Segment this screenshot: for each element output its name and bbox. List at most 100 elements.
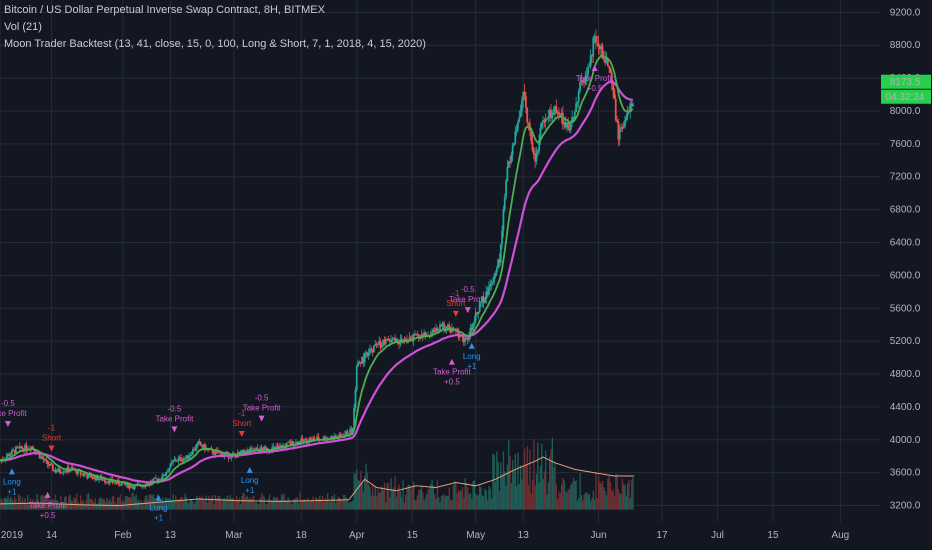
signal-label: Take Profit bbox=[0, 409, 28, 418]
volume-bar bbox=[443, 494, 445, 510]
volume-bar bbox=[8, 499, 10, 510]
volume-bar bbox=[35, 500, 37, 510]
volume-bar bbox=[317, 498, 320, 510]
volume-bar bbox=[373, 495, 375, 510]
volume-bar bbox=[227, 498, 230, 510]
volume-bar bbox=[187, 502, 189, 510]
candle-body bbox=[585, 75, 588, 78]
volume-bar bbox=[398, 484, 400, 510]
volume-bar bbox=[165, 497, 168, 510]
volume-bar bbox=[288, 499, 291, 510]
strategy-label[interactable]: Moon Trader Backtest (13, 41, close, 15,… bbox=[4, 38, 426, 50]
candle-body bbox=[588, 66, 591, 68]
volume-bar bbox=[144, 495, 147, 510]
volume-bar bbox=[152, 494, 154, 510]
signal-label: Take Profit bbox=[433, 368, 472, 377]
x-tick-label: Jul bbox=[711, 530, 724, 541]
candle-body bbox=[490, 283, 493, 285]
signal-marker: Take Profit-0.5 bbox=[243, 394, 281, 422]
candle-body bbox=[94, 476, 97, 481]
volume-bar bbox=[395, 496, 398, 510]
candle-body bbox=[164, 474, 167, 477]
volume-bar bbox=[387, 483, 390, 510]
candle-body bbox=[572, 117, 575, 120]
volume-bar bbox=[247, 498, 250, 510]
candle-body bbox=[563, 122, 566, 125]
candle-body bbox=[491, 281, 494, 284]
volume-bar bbox=[386, 482, 388, 510]
volume-bar bbox=[224, 498, 226, 510]
candle-body bbox=[584, 77, 587, 84]
candle-body bbox=[552, 112, 555, 115]
candle-body bbox=[305, 438, 308, 444]
candle-body bbox=[61, 472, 64, 474]
candle-body bbox=[87, 474, 90, 479]
volume-bar bbox=[255, 502, 258, 510]
candle-body bbox=[140, 485, 143, 487]
volume-bar bbox=[410, 488, 412, 510]
volume-bar bbox=[586, 492, 588, 510]
volume-bar bbox=[155, 498, 157, 510]
candle-body bbox=[515, 129, 518, 132]
volume-bar bbox=[31, 501, 33, 510]
volume-bar bbox=[459, 491, 461, 510]
candle-body bbox=[456, 331, 459, 333]
volume-bar bbox=[512, 460, 514, 510]
volume-bar bbox=[358, 480, 361, 510]
volume-bar bbox=[430, 483, 432, 510]
volume-bar bbox=[405, 495, 407, 510]
signal-value: +1 bbox=[245, 486, 255, 495]
volume-bar bbox=[431, 479, 433, 510]
volume-bar bbox=[214, 495, 217, 510]
volume-bar bbox=[185, 497, 188, 510]
candle-body bbox=[252, 448, 255, 451]
candle-body bbox=[12, 449, 15, 451]
volume-indicator-label[interactable]: Vol (21) bbox=[4, 21, 42, 33]
volume-bar bbox=[365, 463, 367, 510]
candle-body bbox=[120, 483, 123, 486]
candle-body bbox=[273, 446, 276, 448]
volume-bar bbox=[588, 493, 591, 510]
y-tick-label: 7600.0 bbox=[890, 139, 921, 150]
candle-body bbox=[622, 126, 625, 128]
volume-bar bbox=[68, 496, 70, 510]
signal-label: Long bbox=[150, 504, 168, 513]
volume-bar bbox=[496, 451, 498, 510]
volume-bar bbox=[241, 495, 243, 510]
candle-body bbox=[577, 90, 580, 102]
volume-bar bbox=[148, 494, 151, 510]
volume-bar bbox=[282, 495, 284, 510]
volume-bar bbox=[541, 443, 543, 510]
candle-body bbox=[453, 330, 456, 331]
symbol-title[interactable]: Bitcoin / US Dollar Perpetual Inverse Sw… bbox=[4, 4, 325, 16]
candle-body bbox=[55, 471, 58, 473]
volume-bar bbox=[510, 483, 513, 510]
volume-bar bbox=[179, 498, 181, 510]
candle-body bbox=[334, 435, 337, 438]
volume-bar bbox=[169, 499, 172, 510]
x-tick-label: Feb bbox=[114, 530, 132, 541]
volume-bar bbox=[516, 486, 518, 510]
volume-bar bbox=[206, 502, 209, 510]
candle-body bbox=[511, 145, 514, 155]
candle-body bbox=[465, 337, 468, 339]
volume-bar bbox=[461, 487, 464, 510]
volume-bar bbox=[378, 492, 380, 510]
volume-bar bbox=[604, 491, 606, 510]
candle-body bbox=[400, 339, 403, 342]
volume-bar bbox=[357, 480, 359, 510]
candle-body bbox=[217, 451, 219, 454]
volume-bar bbox=[394, 476, 396, 510]
candle-body bbox=[432, 329, 435, 332]
volume-bar bbox=[344, 495, 346, 510]
volume-bar bbox=[66, 503, 69, 510]
volume-bar bbox=[508, 439, 510, 510]
volume-bar bbox=[311, 499, 313, 510]
volume-bar bbox=[205, 495, 207, 510]
volume-bar bbox=[393, 487, 395, 510]
volume-bar bbox=[375, 496, 378, 510]
volume-bar bbox=[493, 454, 495, 510]
volume-bar bbox=[609, 481, 612, 510]
volume-bar bbox=[192, 501, 194, 510]
